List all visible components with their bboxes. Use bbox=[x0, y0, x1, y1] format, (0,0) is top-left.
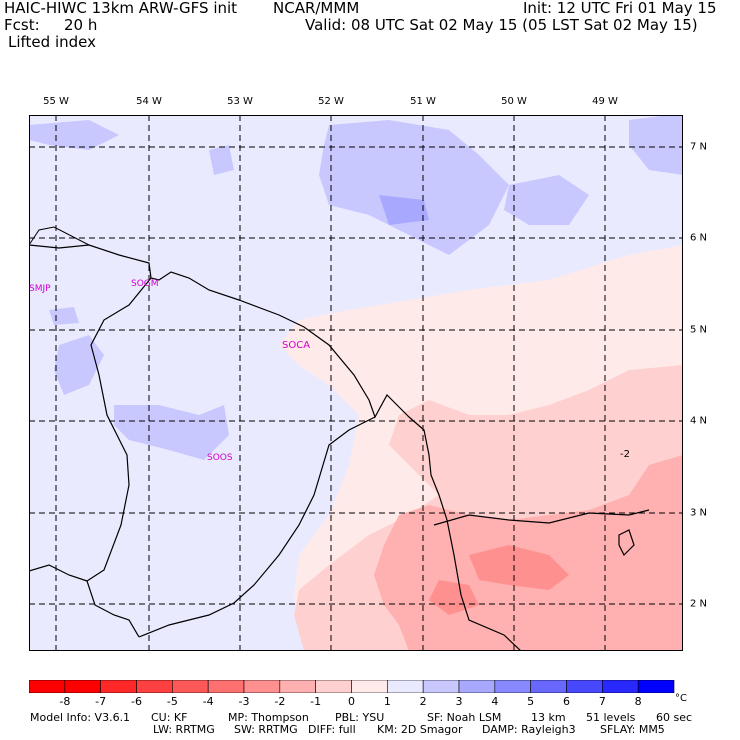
lon-label: 50 W bbox=[501, 96, 527, 107]
diff-option: DIFF: full bbox=[308, 723, 356, 736]
colorbar-box bbox=[207, 680, 245, 693]
colorbar-box bbox=[315, 680, 352, 693]
colorbar-box bbox=[637, 680, 675, 693]
colorbar-box bbox=[172, 680, 209, 693]
field-positive-1 bbox=[54, 335, 104, 395]
lon-label: 53 W bbox=[227, 96, 253, 107]
lon-label: 54 W bbox=[136, 96, 162, 107]
contour-label: -2 bbox=[620, 449, 630, 460]
sflay-option: SFLAY: MM5 bbox=[600, 723, 665, 736]
colorbar-box bbox=[494, 680, 531, 693]
border-guyana-suriname bbox=[86, 277, 152, 638]
lat-label: 6 N bbox=[690, 232, 708, 244]
sf-scheme: SF: Noah LSM bbox=[427, 711, 502, 724]
field-positive-2 bbox=[379, 195, 429, 225]
colorbar-box bbox=[100, 680, 137, 693]
km-option: KM: 2D Smagor bbox=[377, 723, 463, 736]
colorbar-tick-label: -6 bbox=[131, 695, 142, 708]
lat-label: 5 N bbox=[690, 324, 708, 336]
colorbar-box bbox=[351, 680, 388, 693]
station-label: SOGM bbox=[131, 279, 159, 289]
field-positive-1 bbox=[504, 175, 589, 225]
coastline bbox=[29, 244, 522, 651]
colorbar-tick-label: -7 bbox=[95, 695, 107, 708]
colorbar-tick-label: 7 bbox=[598, 695, 606, 708]
timestep: 60 sec bbox=[656, 711, 693, 724]
field-positive-1 bbox=[629, 115, 683, 175]
lat-label: 7 N bbox=[690, 141, 708, 153]
pbl-scheme: PBL: YSU bbox=[335, 711, 385, 724]
model-info: Model Info: V3.6.1 bbox=[30, 711, 131, 724]
lw-scheme: LW: RRTMG bbox=[153, 723, 215, 736]
valid-time: Valid: 08 UTC Sat 02 May 15 (05 LST Sat … bbox=[305, 16, 698, 34]
forecast-label: Fcst: bbox=[4, 16, 40, 34]
forecast-hour: 20 h bbox=[64, 16, 98, 34]
organization-label: NCAR/MMM bbox=[273, 0, 360, 17]
station-label: SOCA bbox=[282, 340, 311, 351]
resolution: 13 km bbox=[531, 711, 566, 724]
colorbar-tick-label: 1 bbox=[383, 695, 391, 708]
colorbar-box bbox=[530, 680, 567, 693]
damp-option: DAMP: Rayleigh3 bbox=[482, 723, 576, 736]
colorbar-tick-label: -5 bbox=[166, 695, 178, 708]
colorbar-tick-label: 2 bbox=[419, 695, 427, 708]
lon-label: 49 W bbox=[592, 96, 618, 107]
field-negative-3 bbox=[469, 545, 569, 590]
lon-label: 51 W bbox=[410, 96, 436, 107]
border-west bbox=[29, 564, 88, 582]
station-label: SOOS bbox=[207, 453, 233, 463]
colorbar-box bbox=[279, 680, 316, 693]
colorbar-tick-label: -8 bbox=[59, 695, 71, 708]
colorbar-tick-label: 4 bbox=[491, 695, 499, 708]
colorbar-tick-label: 3 bbox=[455, 695, 463, 708]
graticule bbox=[29, 115, 683, 651]
colorbar-tick-label: 8 bbox=[634, 695, 642, 708]
sw-scheme: SW: RRTMG bbox=[234, 723, 298, 736]
lat-label: 2 N bbox=[690, 598, 708, 610]
colorbar-tick-label: 6 bbox=[563, 695, 570, 708]
cu-scheme: CU: KF bbox=[151, 711, 188, 724]
field-positive-1 bbox=[319, 120, 509, 255]
lat-label: 3 N bbox=[690, 507, 708, 519]
colorbar-box bbox=[29, 680, 66, 693]
mp-scheme: MP: Thompson bbox=[228, 711, 309, 724]
border-guiana-brazil bbox=[433, 509, 650, 526]
colorbar-box bbox=[64, 680, 101, 693]
map-frame bbox=[29, 115, 683, 651]
colorbar-tick-label: 0 bbox=[348, 695, 355, 708]
colorbar-tick-label: -3 bbox=[238, 695, 250, 708]
field-negative-3 bbox=[429, 580, 479, 615]
colorbar-box bbox=[243, 680, 281, 693]
island-outline bbox=[618, 529, 635, 557]
colorbar-unit: °C bbox=[675, 693, 687, 704]
colorbar-box bbox=[566, 680, 603, 693]
colorbar-box bbox=[422, 680, 460, 693]
colorbar-tick-label: -1 bbox=[310, 695, 322, 708]
border-suriname-guiana bbox=[138, 416, 376, 638]
lat-label: 4 N bbox=[690, 415, 708, 427]
field-positive-1 bbox=[49, 307, 79, 325]
lon-label: 55 W bbox=[43, 96, 69, 107]
field-positive-1 bbox=[114, 405, 229, 460]
field-positive-1 bbox=[209, 145, 234, 175]
colorbar-box bbox=[136, 680, 173, 693]
colorbar-tick-label: -2 bbox=[274, 695, 286, 708]
station-label: SMJP bbox=[29, 284, 51, 294]
lon-label: 52 W bbox=[318, 96, 344, 107]
colorbar-tick-label: -4 bbox=[202, 695, 214, 708]
colorbar-box bbox=[387, 680, 424, 693]
field-positive-1 bbox=[29, 120, 119, 150]
colorbar-tick-label: 5 bbox=[527, 695, 535, 708]
model-title: HAIC-HIWC 13km ARW-GFS init bbox=[4, 0, 238, 17]
field-name: Lifted index bbox=[8, 33, 96, 51]
levels: 51 levels bbox=[586, 711, 636, 724]
colorbar-box bbox=[458, 680, 496, 693]
colorbar-box bbox=[602, 680, 639, 693]
colorbar bbox=[29, 680, 675, 693]
init-time: Init: 12 UTC Fri 01 May 15 bbox=[523, 0, 717, 17]
lifted-index-map bbox=[29, 115, 683, 651]
